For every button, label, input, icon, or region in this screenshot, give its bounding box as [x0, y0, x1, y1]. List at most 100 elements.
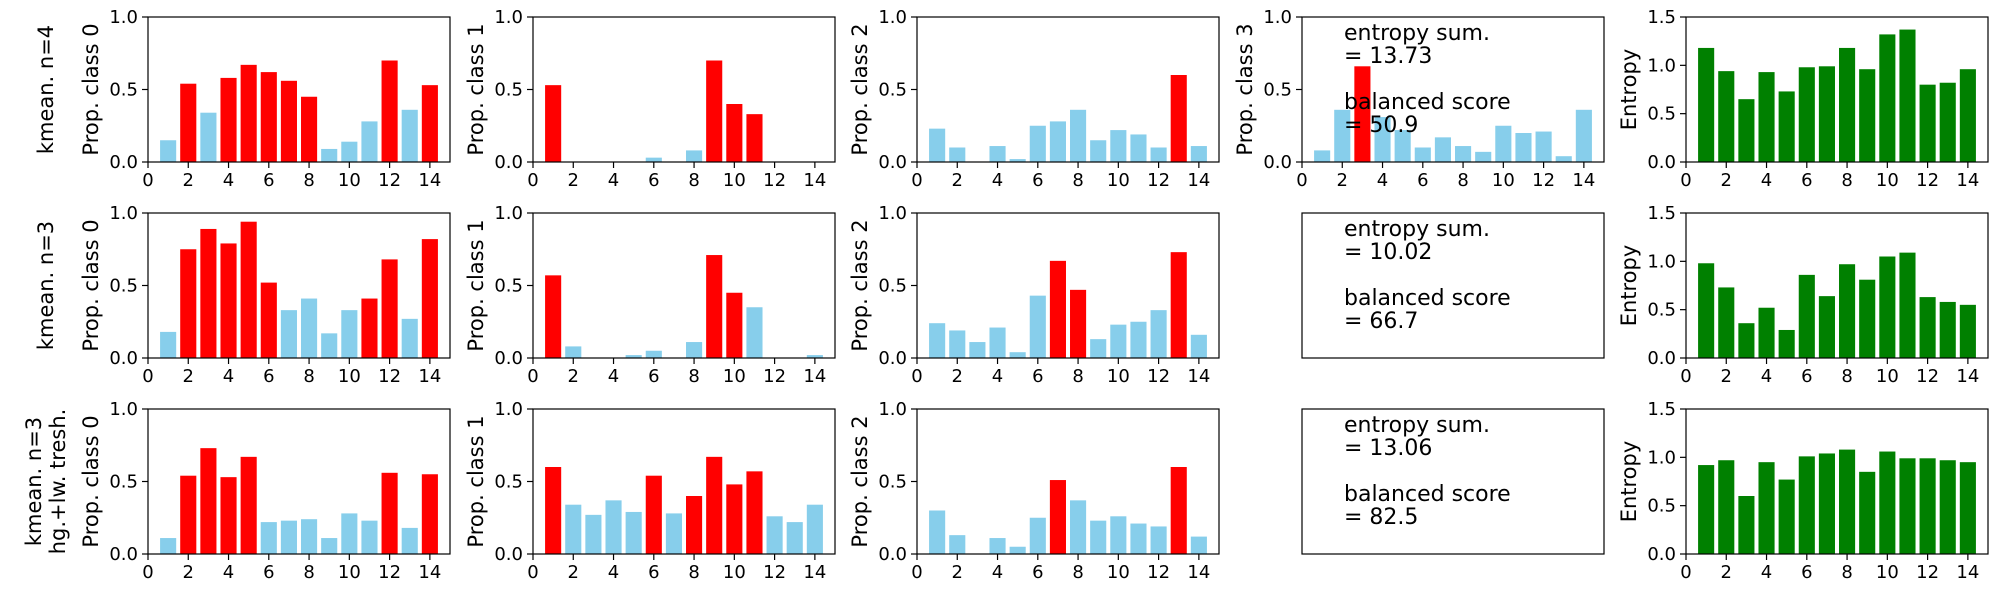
- bar-r0c2-1: [929, 128, 946, 162]
- bar-r2c2-1: [929, 510, 946, 554]
- xtick-label-r0c4-6: 6: [1801, 170, 1812, 191]
- xtick-label-r2c1-12: 12: [763, 562, 786, 583]
- xtick-label-r1c2-2: 2: [952, 366, 963, 387]
- bar-r2c4-6: [1798, 456, 1815, 554]
- xtick-label-r0c2-8: 8: [1072, 170, 1083, 191]
- bar-r1c0-13: [401, 318, 418, 358]
- bar-r2c4-1: [1698, 465, 1715, 554]
- bar-r1c0-3: [200, 228, 217, 358]
- xtick-label-r2c4-10: 10: [1876, 562, 1899, 583]
- xtick-label-r2c4-0: 0: [1680, 562, 1691, 583]
- xtick-label-r0c3-6: 6: [1417, 170, 1428, 191]
- ytick-label-r2c4-1.5: 1.5: [1647, 399, 1676, 420]
- bar-r1c4-13: [1939, 301, 1956, 358]
- bar-r0c3-5: [1394, 130, 1411, 162]
- axes-frame-r0c1: [532, 16, 836, 163]
- bar-r1c4-10: [1879, 256, 1896, 358]
- bar-r2c0-5: [240, 456, 257, 554]
- bar-r2c2-4: [989, 538, 1006, 554]
- ytick-label-r2c0-1.0: 1.0: [109, 399, 138, 420]
- xtick-label-r2c1-14: 14: [803, 562, 826, 583]
- bar-r0c4-2: [1718, 71, 1735, 162]
- bar-r0c0-14: [421, 85, 438, 162]
- bar-r0c0-8: [301, 96, 318, 162]
- bar-r0c2-10: [1110, 130, 1127, 162]
- bar-r0c1-6: [645, 157, 662, 162]
- xtick-label-r2c2-10: 10: [1107, 562, 1130, 583]
- bar-r1c1-1: [545, 275, 562, 358]
- xtick-label-r2c0-6: 6: [263, 562, 274, 583]
- ylabel-r0c4: Entropy: [1617, 49, 1641, 131]
- bar-r1c4-6: [1798, 274, 1815, 358]
- bar-r1c0-7: [280, 310, 297, 358]
- bar-r2c1-11: [746, 471, 763, 554]
- bar-r2c2-2: [949, 535, 966, 554]
- xtick-label-r0c0-12: 12: [378, 170, 401, 191]
- bar-r0c0-13: [401, 109, 418, 162]
- xtick-label-r2c0-8: 8: [303, 562, 314, 583]
- bar-r0c0-6: [260, 72, 277, 162]
- bar-r2c4-5: [1778, 479, 1795, 554]
- xtick-label-r2c2-4: 4: [992, 562, 1003, 583]
- bar-r0c3-1: [1314, 150, 1331, 162]
- bar-r1c4-2: [1718, 287, 1735, 358]
- xtick-label-r0c0-4: 4: [223, 170, 234, 191]
- bar-r2c0-4: [220, 477, 237, 554]
- axes-frame-r0c4: [1685, 16, 1989, 163]
- bar-r2c1-14: [806, 504, 823, 554]
- bar-r0c0-4: [220, 77, 237, 162]
- ytick-label-r0c3-0.0: 0.0: [1263, 152, 1292, 173]
- bar-r0c2-13: [1170, 75, 1187, 162]
- xtick-label-r0c4-8: 8: [1841, 170, 1852, 191]
- balanced-score-label-r0c3: balanced score: [1344, 90, 1511, 115]
- bar-r0c3-7: [1434, 137, 1451, 162]
- xtick-label-r1c0-12: 12: [378, 366, 401, 387]
- panel-r1c0: 0 2 4 6 8 10 12 14 0.0 0.5 1.0 Prop. class 0: [79, 203, 451, 387]
- xtick-label-r1c1-0: 0: [527, 366, 538, 387]
- ytick-label-r1c4-0.5: 0.5: [1647, 300, 1676, 321]
- ytick-label-r0c3-0.5: 0.5: [1263, 80, 1292, 101]
- bar-r1c4-4: [1758, 307, 1775, 358]
- bar-r0c2-8: [1070, 109, 1087, 162]
- bar-r1c0-1: [160, 331, 177, 358]
- ylabel-r0c0: Prop. class 0: [79, 23, 103, 155]
- bar-r0c0-9: [321, 148, 338, 162]
- bar-r2c0-1: [160, 538, 177, 554]
- bar-r1c4-5: [1778, 329, 1795, 358]
- panel-r0c0: 0 2 4 6 8 10 12 14 0.0 0.5 1.0 Prop. class 0: [79, 7, 451, 191]
- ytick-label-r1c4-1.5: 1.5: [1647, 203, 1676, 224]
- xtick-label-r0c3-10: 10: [1492, 170, 1515, 191]
- ytick-label-r0c2-0.0: 0.0: [878, 152, 907, 173]
- bar-r2c4-10: [1879, 451, 1896, 554]
- bar-r2c0-6: [260, 522, 277, 554]
- bar-r2c0-13: [401, 527, 418, 554]
- ytick-label-r0c1-0.0: 0.0: [494, 152, 523, 173]
- bar-r1c2-13: [1170, 252, 1187, 358]
- xtick-label-r2c0-2: 2: [183, 562, 194, 583]
- xtick-label-r2c1-10: 10: [723, 562, 746, 583]
- ytick-label-r2c1-0.5: 0.5: [494, 472, 523, 493]
- xtick-label-r2c0-12: 12: [378, 562, 401, 583]
- bar-r0c1-10: [726, 104, 743, 162]
- balanced-score-label-r2c3: balanced score: [1344, 482, 1511, 507]
- xtick-label-r1c0-6: 6: [263, 366, 274, 387]
- bar-r1c0-14: [421, 239, 438, 358]
- bar-r0c2-11: [1130, 134, 1147, 162]
- bar-r2c0-9: [321, 538, 338, 554]
- bar-r2c1-13: [786, 522, 803, 554]
- ytick-label-r2c1-1.0: 1.0: [494, 399, 523, 420]
- panel-r1c3: entropy sum. = 10.02 balanced score = 66.…: [1301, 212, 1605, 359]
- bar-r1c1-6: [645, 350, 662, 358]
- bar-r1c0-12: [381, 259, 398, 358]
- bar-r2c2-5: [1009, 546, 1026, 554]
- xtick-label-r2c0-4: 4: [223, 562, 234, 583]
- bar-r0c0-5: [240, 64, 257, 162]
- panel-r1c2: 0 2 4 6 8 10 12 14 0.0 0.5 1.0 Prop. class 2: [848, 203, 1220, 387]
- bar-r1c2-5: [1009, 352, 1026, 358]
- axes-frame-r2c3: [1301, 408, 1605, 555]
- ylabel-r0c3: Prop. class 3: [1233, 23, 1257, 155]
- row-label-2-line-1: hg.+lw. tresh.: [46, 409, 70, 555]
- xtick-label-r0c3-12: 12: [1532, 170, 1555, 191]
- xtick-label-r1c1-8: 8: [688, 366, 699, 387]
- xtick-label-r2c1-0: 0: [527, 562, 538, 583]
